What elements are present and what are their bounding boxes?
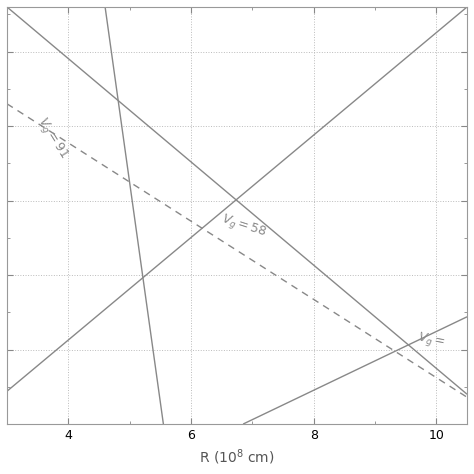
Text: $V_g=58$: $V_g=58$ <box>219 210 269 241</box>
Text: $V_g=91$: $V_g=91$ <box>34 114 73 163</box>
Text: $V_g=$: $V_g=$ <box>416 329 447 351</box>
X-axis label: R (10$^{8}$ cm): R (10$^{8}$ cm) <box>199 447 275 467</box>
